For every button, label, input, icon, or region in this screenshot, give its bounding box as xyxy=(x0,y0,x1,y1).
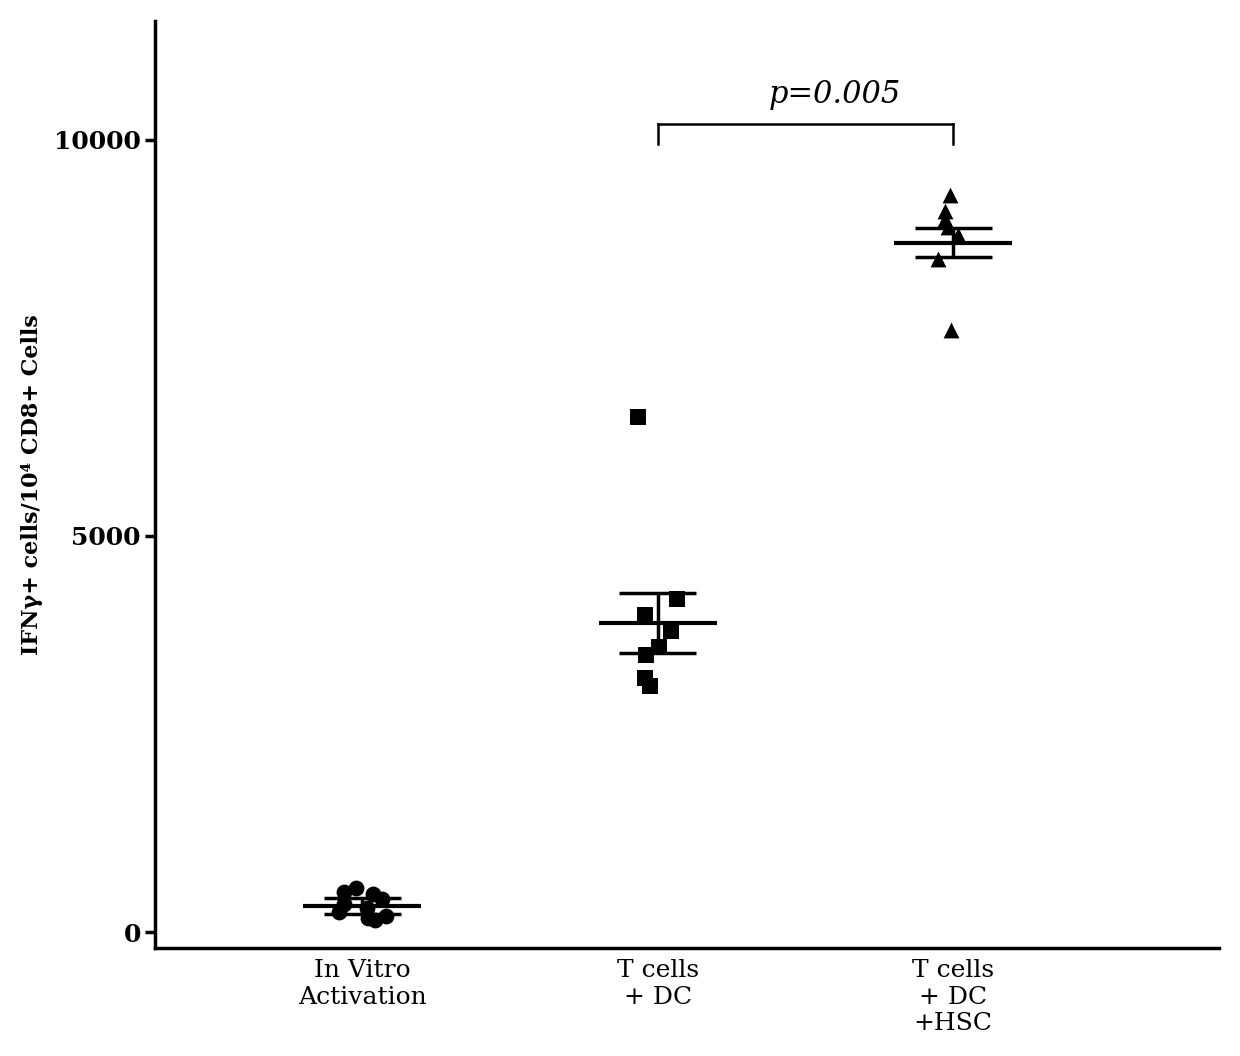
Point xyxy=(635,670,655,686)
Point xyxy=(947,226,967,243)
Point xyxy=(357,900,377,917)
Point xyxy=(940,187,960,204)
Point xyxy=(640,678,660,695)
Point xyxy=(329,904,348,921)
Point xyxy=(929,250,949,267)
Point xyxy=(363,886,383,903)
Point xyxy=(635,606,655,623)
Point xyxy=(357,909,377,926)
Point xyxy=(346,880,366,897)
Text: p=0.005: p=0.005 xyxy=(769,78,901,110)
Point xyxy=(334,895,353,912)
Point xyxy=(365,911,384,928)
Point xyxy=(935,203,955,220)
Point xyxy=(649,638,668,655)
Point xyxy=(662,622,682,639)
Point xyxy=(627,409,647,426)
Point xyxy=(376,908,396,925)
Point xyxy=(372,890,392,907)
Y-axis label: IFNγ+ cells/10⁴ CD8+ Cells: IFNγ+ cells/10⁴ CD8+ Cells xyxy=(21,314,43,655)
Point xyxy=(935,210,955,227)
Point xyxy=(941,321,961,338)
Point xyxy=(667,590,687,607)
Point xyxy=(937,219,957,235)
Point xyxy=(636,646,656,663)
Point xyxy=(334,884,353,901)
